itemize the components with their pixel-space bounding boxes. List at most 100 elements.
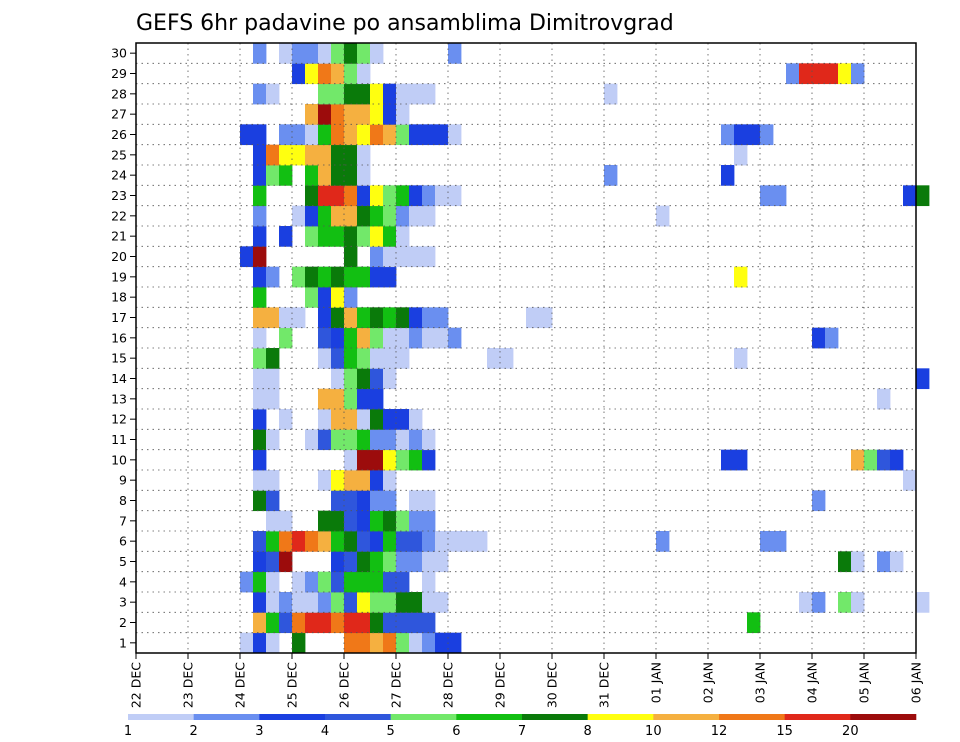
legend-swatch	[456, 714, 523, 720]
y-tick-label: 27	[111, 107, 127, 122]
heatmap-cell-member-28-step-10	[266, 83, 280, 105]
heatmap-cell-member-23-step-24	[448, 185, 462, 207]
heatmap-cell-member-3-step-9	[253, 592, 267, 613]
heatmap-cell-member-17-step-31	[539, 307, 553, 329]
heatmap-cell-member-17-step-23	[435, 307, 449, 329]
heatmap-cell-member-6-step-16	[344, 531, 358, 552]
heatmap-cell-member-2-step-12	[292, 612, 306, 634]
heatmap-cell-member-1-step-21	[409, 632, 423, 654]
y-tick-label: 18	[111, 290, 127, 305]
heatmap-cell-member-28-step-15	[331, 83, 345, 105]
heatmap-cell-member-11-step-18	[370, 429, 384, 451]
heatmap-cell-member-15-step-17	[357, 348, 371, 369]
heatmap-cell-member-26-step-23	[435, 124, 449, 146]
heatmap-cell-member-8-step-21	[409, 490, 423, 512]
heatmap-cell-member-21-step-14	[318, 226, 332, 247]
x-tick-label: 26 DEC	[337, 662, 352, 708]
heatmap-cell-member-5-step-55	[851, 551, 865, 573]
heatmap-cell-member-9-step-15	[331, 470, 345, 491]
x-tick-label: 28 DEC	[441, 662, 456, 708]
x-tick-label: 29 DEC	[493, 662, 508, 708]
heatmap-cell-member-20-step-19	[383, 246, 397, 268]
heatmap-cell-member-6-step-15	[331, 531, 345, 552]
heatmap-cell-member-2-step-18	[370, 612, 384, 634]
heatmap-cell-member-16-step-52	[812, 327, 826, 349]
heatmap-cell-member-10-step-16	[344, 449, 358, 471]
heatmap-cell-member-19-step-9	[253, 266, 267, 288]
y-tick-label: 6	[119, 534, 127, 549]
heatmap-cell-member-23-step-21	[409, 185, 423, 207]
y-tick-label: 10	[111, 452, 127, 467]
y-tick-label: 29	[111, 66, 127, 81]
heatmap-cell-member-4-step-18	[370, 571, 384, 593]
heatmap-cell-member-3-step-10	[266, 592, 280, 613]
heatmap-cell-member-5-step-9	[253, 551, 267, 573]
heatmap-cell-member-8-step-9	[253, 490, 267, 512]
legend-swatch	[128, 714, 194, 720]
heatmap-cell-member-1-step-22	[422, 632, 436, 654]
heatmap-cell-member-17-step-17	[357, 307, 371, 329]
heatmap-cell-member-20-step-8	[240, 246, 254, 268]
heatmap-cell-member-3-step-19	[383, 592, 397, 613]
heatmap-cell-member-4-step-12	[292, 571, 306, 593]
heatmap-cell-member-7-step-10	[266, 510, 280, 532]
heatmap-cell-member-4-step-16	[344, 571, 358, 593]
heatmap-cell-member-6-step-19	[383, 531, 397, 552]
heatmap-cell-member-30-step-14	[318, 43, 332, 64]
heatmap-cell-member-30-step-9	[253, 43, 267, 64]
heatmap-cell-member-13-step-14	[318, 388, 332, 410]
heatmap-cell-member-5-step-16	[344, 551, 358, 573]
heatmap-cell-member-18-step-9	[253, 287, 267, 308]
heatmap-cell-member-3-step-51	[799, 592, 813, 613]
heatmap-cell-member-9-step-16	[344, 470, 358, 491]
heatmap-cell-member-15-step-46	[734, 348, 748, 369]
heatmap-cell-member-10-step-57	[877, 449, 891, 471]
x-tick-label: 23 DEC	[181, 662, 196, 708]
heatmap-cell-member-26-step-18	[370, 124, 384, 146]
heatmap-cell-member-3-step-55	[851, 592, 865, 613]
heatmap-cell-member-8-step-10	[266, 490, 280, 512]
legend-level-label: 10	[645, 724, 662, 739]
heatmap-cell-member-16-step-24	[448, 327, 462, 349]
heatmap-cell-member-6-step-17	[357, 531, 371, 552]
heatmap-cell-member-24-step-11	[279, 165, 293, 186]
heatmap-cell-member-2-step-9	[253, 612, 267, 634]
heatmap-cell-member-24-step-36	[604, 165, 618, 186]
heatmap-cell-member-17-step-19	[383, 307, 397, 329]
heatmap-cell-member-19-step-12	[292, 266, 306, 288]
heatmap-cell-member-9-step-59	[903, 470, 917, 491]
y-tick-label: 22	[111, 208, 127, 223]
heatmap-cell-member-3-step-21	[409, 592, 423, 613]
heatmap-cell-member-1-step-23	[435, 632, 449, 654]
legend-level-label: 1	[124, 724, 132, 739]
heatmap-cell-member-11-step-13	[305, 429, 319, 451]
heatmap-cell-member-22-step-9	[253, 205, 267, 227]
legend-level-label: 4	[321, 724, 329, 739]
heatmap-cell-member-19-step-46	[734, 266, 748, 288]
heatmap-cell-member-14-step-60	[916, 368, 930, 390]
heatmap-cell-member-19-step-18	[370, 266, 384, 288]
heatmap-cell-member-5-step-17	[357, 551, 371, 573]
heatmap-cell-member-17-step-10	[266, 307, 280, 329]
heatmap-cell-member-29-step-50	[786, 63, 800, 85]
x-tick-label: 01 JAN	[649, 662, 664, 703]
heatmap-cell-member-18-step-13	[305, 287, 319, 308]
heatmap-cell-member-10-step-55	[851, 449, 865, 471]
heatmap-cell-member-7-step-15	[331, 510, 345, 532]
heatmap-cell-member-19-step-17	[357, 266, 371, 288]
heatmap-cell-member-22-step-20	[396, 205, 410, 227]
heatmap-cell-member-24-step-17	[357, 165, 371, 186]
legend-swatch	[390, 714, 457, 720]
y-tick-label: 16	[111, 330, 127, 345]
heatmap-cell-member-17-step-20	[396, 307, 410, 329]
heatmap-cell-member-23-step-16	[344, 185, 358, 207]
heatmap-cell-member-13-step-15	[331, 388, 345, 410]
heatmap-cell-member-12-step-15	[331, 409, 345, 430]
heatmap-cell-member-8-step-16	[344, 490, 358, 512]
heatmap-cell-member-7-step-19	[383, 510, 397, 532]
y-tick-label: 25	[111, 147, 127, 162]
heatmap-cell-member-3-step-11	[279, 592, 293, 613]
heatmap-cell-member-10-step-21	[409, 449, 423, 471]
heatmap-cell-member-23-step-20	[396, 185, 410, 207]
heatmap-cell-member-2-step-14	[318, 612, 332, 634]
